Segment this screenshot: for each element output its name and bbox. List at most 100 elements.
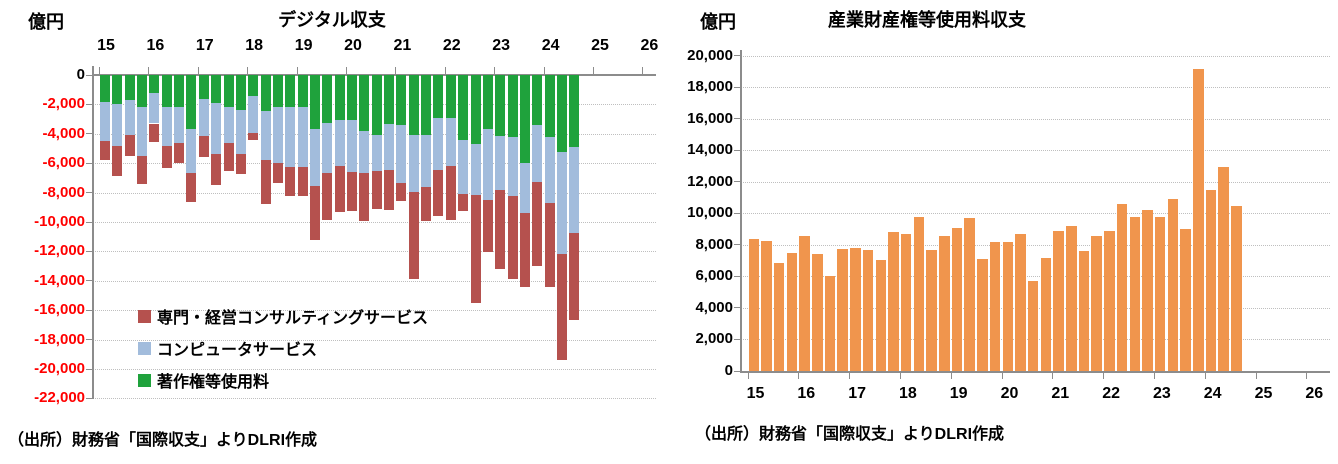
- legend-label-consulting: 専門・経営コンサルティングサービス: [157, 310, 429, 327]
- legend-label-computer: コンピュータサービス: [157, 342, 318, 359]
- stacked-bar-segment: [359, 75, 370, 131]
- stacked-bar-segment: [433, 118, 444, 170]
- stacked-bar-segment: [359, 130, 370, 174]
- stacked-bar-segment: [235, 153, 246, 175]
- x-axis-tick: [444, 67, 446, 75]
- stacked-bar-segment: [112, 75, 123, 104]
- x-axis-year-label: 22: [442, 37, 461, 54]
- y-axis-tick-label: 20,000: [687, 46, 733, 64]
- y-axis-tick: [734, 244, 741, 246]
- stacked-bar-segment: [507, 196, 518, 280]
- stacked-bar-segment: [248, 75, 259, 97]
- stacked-bar-segment: [100, 102, 110, 142]
- stacked-bar-segment: [421, 75, 432, 136]
- grid-line: [93, 310, 656, 312]
- y-axis-tick-label: -10,000: [34, 213, 85, 230]
- stacked-bar-segment: [421, 186, 432, 221]
- stacked-bar-segment: [470, 194, 481, 303]
- stacked-bar-segment: [186, 129, 197, 173]
- stacked-bar-segment: [544, 75, 555, 138]
- stacked-bar-segment: [532, 124, 543, 183]
- stacked-bar-segment: [495, 189, 506, 270]
- x-axis-year-label: 26: [640, 37, 659, 54]
- y-axis-tick-label: 0: [76, 66, 85, 83]
- stacked-bar-segment: [384, 75, 395, 124]
- stacked-bar-segment: [161, 106, 172, 147]
- stacked-bar-segment: [149, 92, 160, 124]
- stacked-bar-segment: [396, 75, 407, 125]
- y-axis-tick: [734, 307, 741, 309]
- stacked-bar-segment: [532, 182, 543, 267]
- value-bar: [926, 250, 937, 371]
- value-bar: [989, 242, 1001, 371]
- stacked-bar-segment: [198, 136, 209, 158]
- grid-line: [93, 339, 656, 341]
- value-bar: [1205, 189, 1217, 371]
- value-bar: [799, 236, 810, 371]
- value-bar: [1218, 167, 1229, 371]
- x-axis-year-label: 23: [1152, 385, 1171, 402]
- value-bar: [1053, 230, 1064, 371]
- x-axis-tick: [849, 372, 851, 379]
- y-axis-tick: [86, 192, 93, 194]
- x-axis-tick: [593, 67, 594, 75]
- stacked-bar-segment: [445, 75, 456, 118]
- value-bar: [875, 259, 886, 371]
- stacked-bar-segment: [556, 254, 567, 361]
- stacked-bar-segment: [359, 173, 370, 221]
- stacked-bar-segment: [347, 172, 357, 211]
- stacked-bar-segment: [519, 213, 530, 288]
- stacked-bar-segment: [470, 144, 481, 195]
- x-axis-tick: [899, 372, 901, 379]
- stacked-bar-segment: [124, 134, 135, 156]
- stacked-bar-segment: [433, 169, 444, 217]
- x-axis-tick: [1204, 372, 1206, 379]
- x-axis-tick: [247, 67, 249, 75]
- stacked-bar-segment: [482, 129, 493, 200]
- y-axis-tick: [86, 280, 93, 282]
- value-bar: [1104, 231, 1115, 371]
- value-bar: [748, 239, 759, 371]
- value-bar: [1040, 257, 1052, 371]
- stacked-bar-segment: [309, 185, 320, 240]
- value-bar: [1167, 198, 1179, 371]
- stacked-bar-segment: [396, 124, 407, 184]
- value-bar: [888, 232, 899, 371]
- stacked-bar-segment: [445, 117, 456, 167]
- stacked-bar-segment: [433, 75, 444, 119]
- stacked-bar-segment: [322, 75, 333, 123]
- y-axis-tick: [734, 338, 741, 340]
- x-axis-tick: [1052, 372, 1054, 379]
- x-axis-year-label: 24: [1203, 385, 1222, 402]
- stacked-bar-segment: [260, 111, 271, 160]
- y-axis-tick: [86, 368, 93, 370]
- grid-line: [741, 213, 1330, 215]
- stacked-bar-segment: [458, 75, 469, 140]
- y-axis-tick: [734, 212, 741, 214]
- stacked-bar-segment: [137, 155, 148, 184]
- x-axis-year-label: 17: [848, 385, 866, 402]
- y-axis-tick: [734, 118, 741, 120]
- y-axis-tick-label: 4,000: [695, 298, 733, 316]
- x-axis-year-label: 20: [1000, 385, 1019, 402]
- stacked-bar-segment: [532, 75, 543, 125]
- y-axis-tick-label: 8,000: [695, 235, 733, 253]
- stacked-bar-segment: [137, 75, 148, 108]
- y-axis-tick-label: -18,000: [34, 330, 85, 348]
- stacked-bar-segment: [100, 75, 110, 103]
- stacked-bar-segment: [445, 166, 456, 220]
- y-axis-tick-label: -2,000: [42, 95, 85, 113]
- value-bar: [812, 254, 823, 371]
- value-bar: [786, 252, 798, 371]
- stacked-bar-segment: [211, 75, 222, 103]
- stacked-bar-segment: [396, 183, 407, 202]
- x-axis-year-label: 16: [146, 37, 165, 54]
- stacked-bar-segment: [235, 109, 246, 154]
- stacked-bar-segment: [556, 75, 567, 153]
- y-axis-tick-label: -22,000: [34, 389, 85, 407]
- stacked-bar-segment: [297, 75, 308, 108]
- stacked-bar-segment: [112, 146, 123, 177]
- y-axis-tick: [734, 86, 741, 88]
- right-chart-title: 産業財産権等使用料収支: [828, 10, 1026, 30]
